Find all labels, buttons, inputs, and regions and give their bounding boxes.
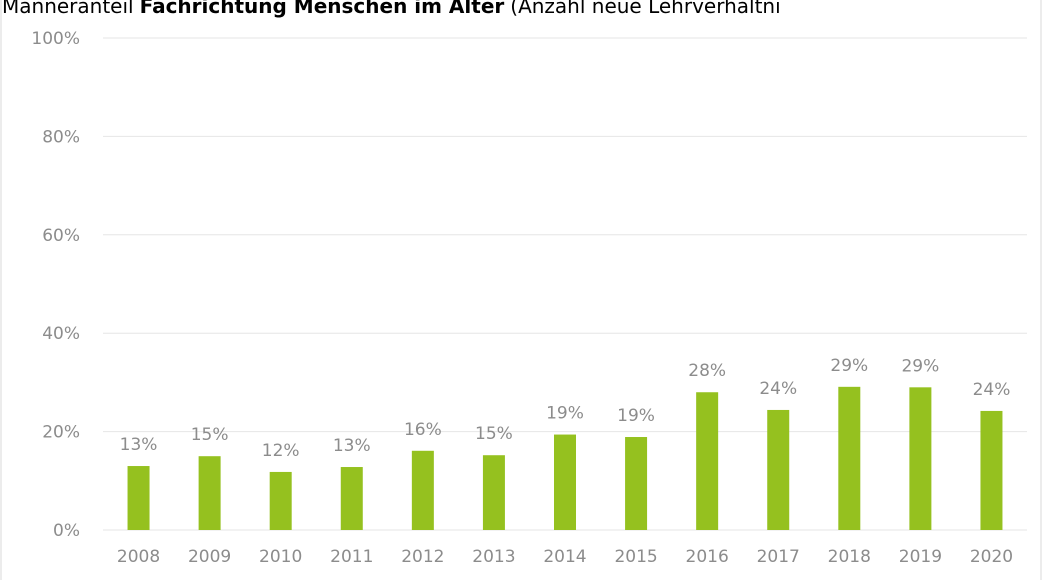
- x-tick-label: 2019: [899, 547, 942, 567]
- y-tick-label: 40%: [42, 324, 80, 344]
- bar: [838, 386, 861, 530]
- x-tick-label: 2010: [259, 547, 302, 567]
- data-label: 12%: [262, 441, 300, 461]
- y-tick-label: 80%: [42, 127, 80, 147]
- data-label: 16%: [404, 420, 442, 440]
- title-prefix: Männeranteil: [2, 0, 134, 18]
- data-label: 29%: [830, 356, 868, 376]
- x-tick-label: 2009: [188, 547, 231, 567]
- bar: [411, 450, 434, 530]
- y-tick-label: 0%: [53, 521, 80, 541]
- y-tick-label: 20%: [42, 423, 80, 443]
- x-tick-label: 2008: [117, 547, 160, 567]
- bar: [482, 455, 505, 530]
- bar: [909, 387, 932, 530]
- x-tick-label: 2020: [970, 547, 1013, 567]
- bar: [980, 410, 1003, 530]
- data-label: 13%: [333, 436, 371, 456]
- x-tick-label: 2011: [330, 547, 373, 567]
- x-tick-label: 2016: [686, 547, 729, 567]
- bar: [269, 471, 292, 530]
- data-label: 13%: [120, 435, 158, 455]
- bar: [198, 456, 221, 530]
- data-label: 15%: [191, 425, 229, 445]
- x-tick-label: 2013: [472, 547, 515, 567]
- bar: [554, 434, 576, 530]
- data-label: 29%: [901, 356, 939, 376]
- bar: [127, 466, 150, 530]
- data-label: 24%: [759, 379, 797, 399]
- x-tick-label: 2017: [757, 547, 800, 567]
- data-label: 19%: [546, 404, 584, 424]
- bar: [767, 409, 790, 530]
- x-tick-label: 2015: [614, 547, 657, 567]
- data-label: 15%: [475, 424, 513, 444]
- bar: [340, 467, 363, 530]
- bar: [696, 392, 719, 530]
- x-tick-label: 2014: [543, 547, 586, 567]
- y-tick-label: 100%: [31, 29, 80, 49]
- x-tick-label: 2012: [401, 547, 444, 567]
- bar: [625, 437, 648, 530]
- chart-title: Männeranteil Fachrichtung Menschen im Alt…: [2, 0, 781, 18]
- x-tick-label: 2018: [828, 547, 871, 567]
- data-label: 24%: [973, 380, 1011, 400]
- y-tick-label: 60%: [42, 226, 80, 246]
- data-label: 28%: [688, 361, 726, 381]
- title-bold: Fachrichtung Menschen im Alter: [140, 0, 505, 18]
- title-suffix: (Anzahl neue Lehrverhältni: [510, 0, 780, 18]
- data-label: 19%: [617, 406, 655, 426]
